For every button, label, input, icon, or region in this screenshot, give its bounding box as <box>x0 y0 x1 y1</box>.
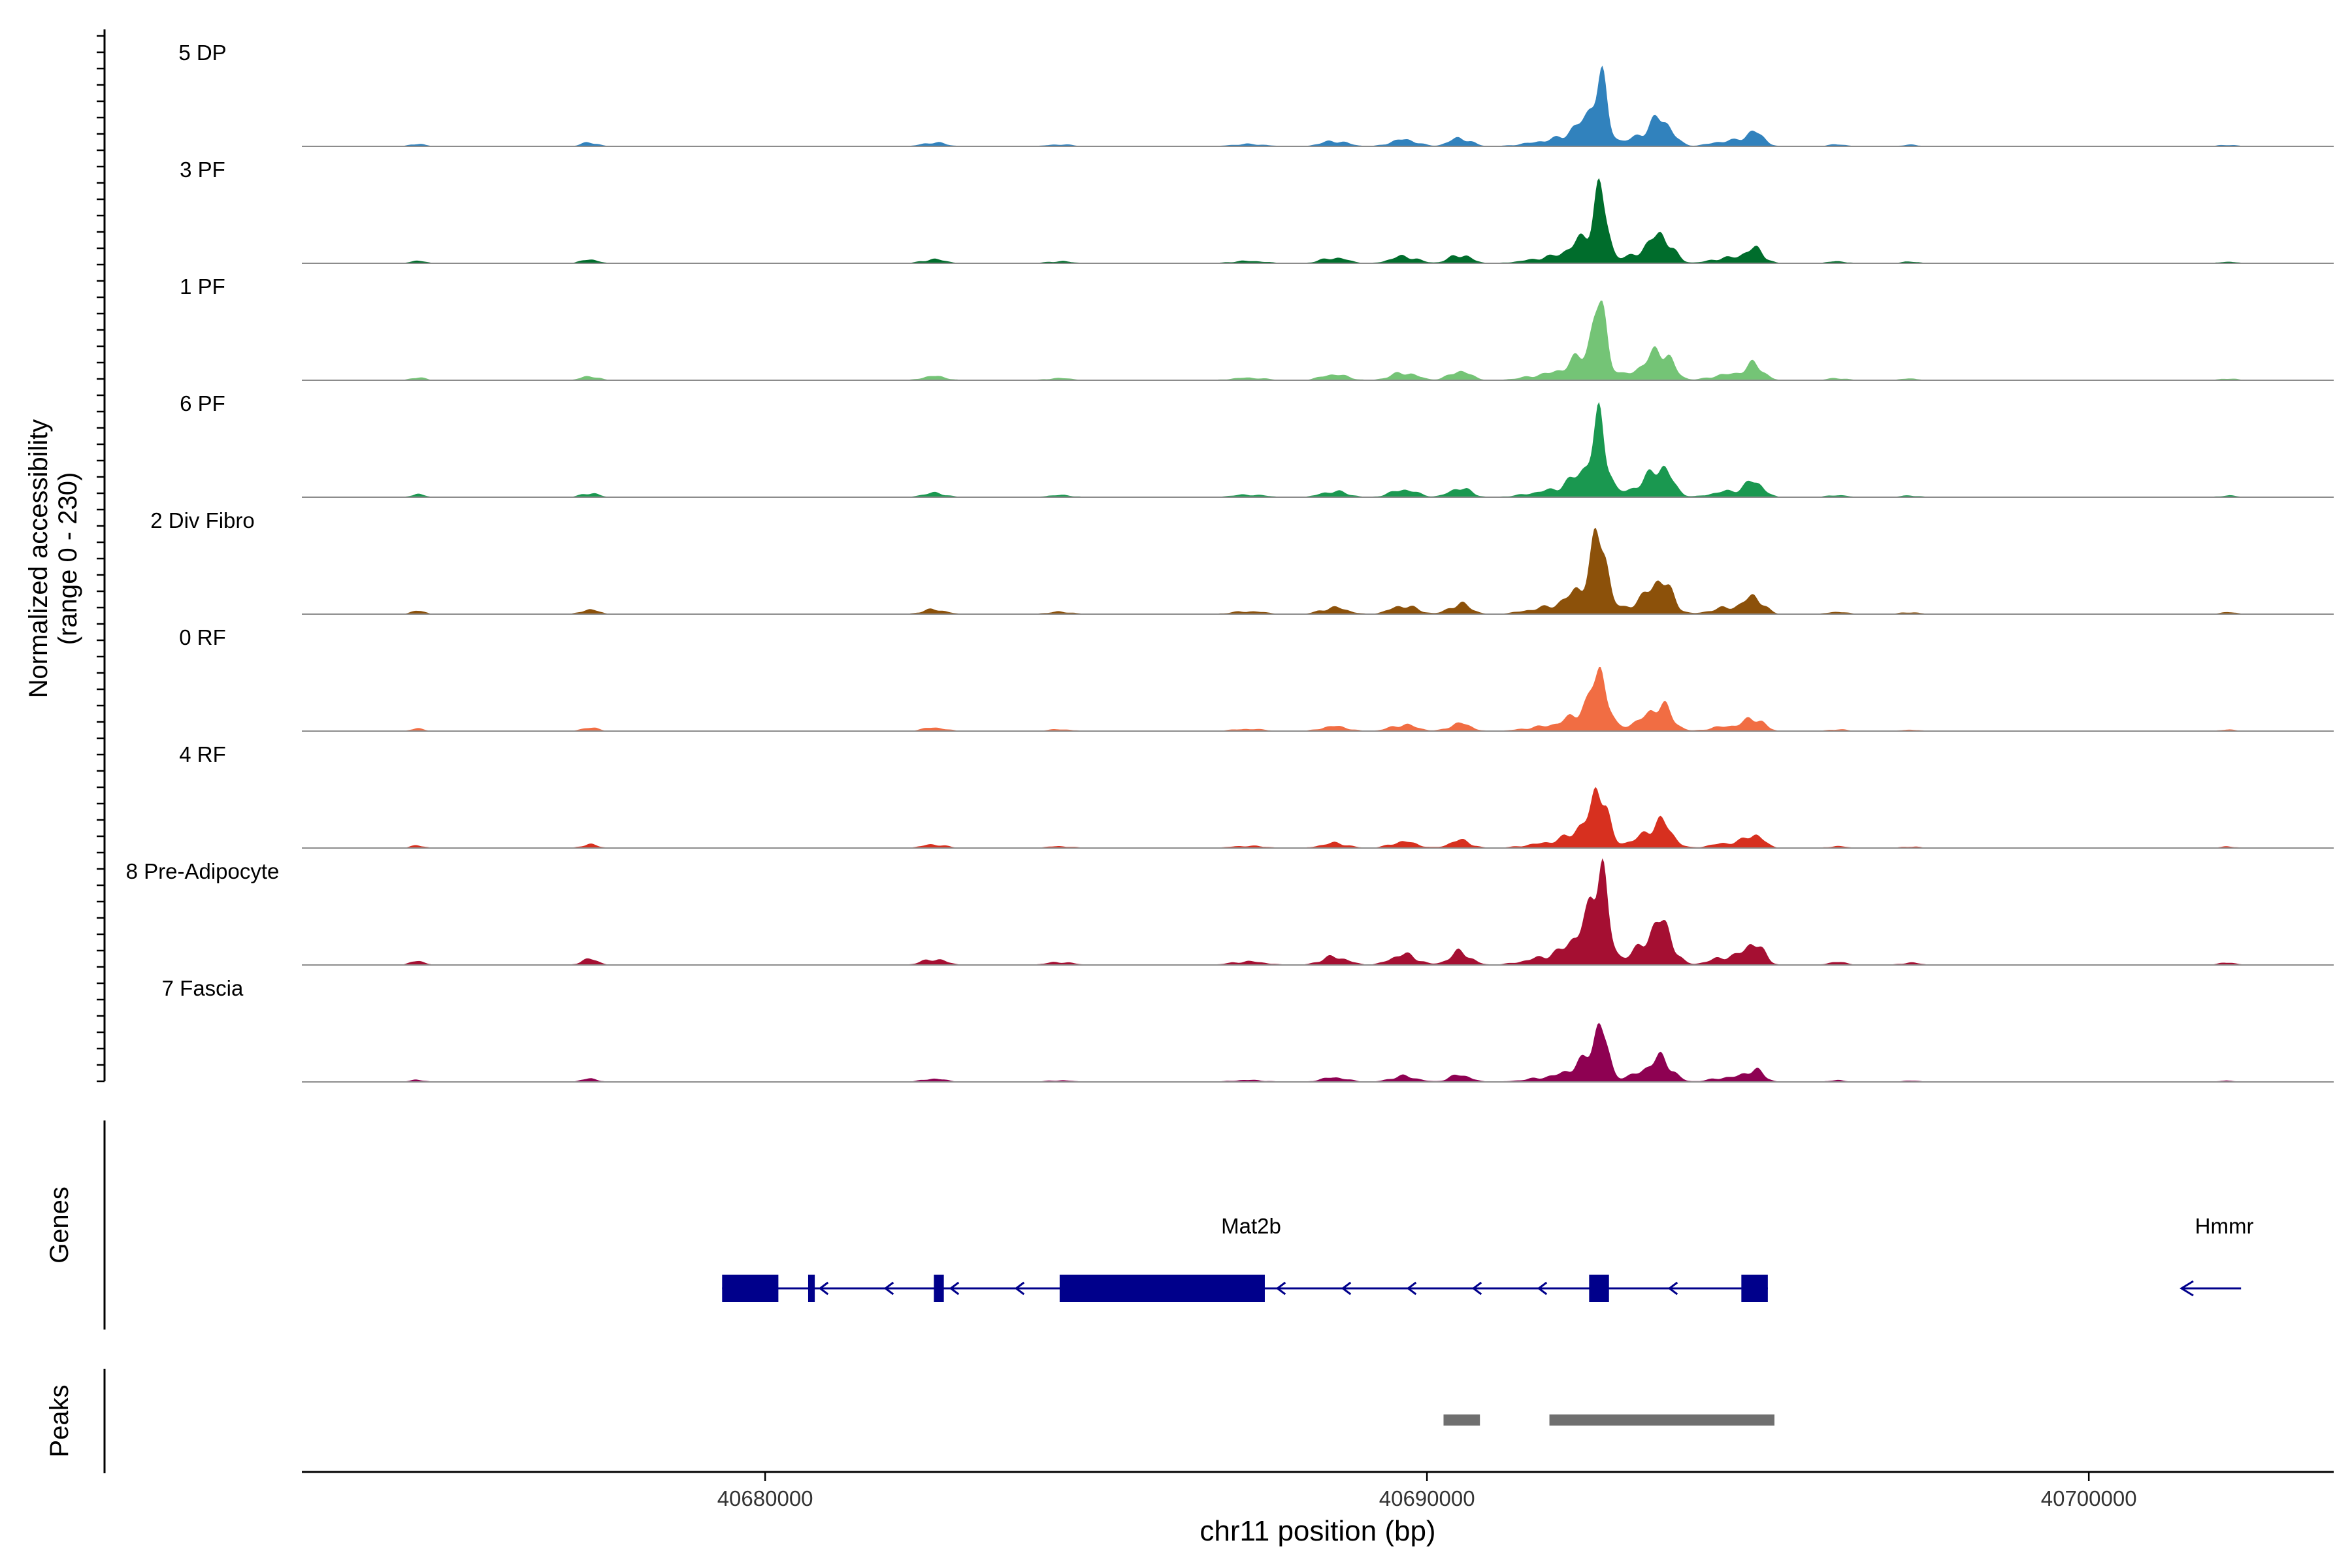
peak-region <box>1549 1414 1774 1426</box>
gene-exon <box>934 1275 944 1302</box>
peak-region <box>1443 1414 1480 1426</box>
y-axis-label-line2: (range 0 - 230) <box>54 472 82 645</box>
y-axis <box>97 29 106 1083</box>
track-label: 1 PF <box>180 274 225 299</box>
track-6-pf: 6 PF <box>180 391 2334 498</box>
gene-name-label: Hmmr <box>2195 1214 2254 1238</box>
track-7-fascia: 7 Fascia <box>162 976 2334 1083</box>
gene-track: Mat2b Hmmr <box>722 1214 2253 1302</box>
track-label: 3 PF <box>180 157 225 182</box>
x-tick-label: 40690000 <box>1379 1486 1475 1511</box>
track-0-rf: 0 RF <box>179 625 2334 732</box>
strand-arrow <box>1471 1281 1482 1296</box>
strand-arrow <box>883 1281 894 1296</box>
track-label: 4 RF <box>179 742 226 766</box>
strand-arrow <box>1341 1281 1352 1296</box>
track-1-pf: 1 PF <box>180 274 2334 381</box>
gene-exon <box>1059 1275 1265 1302</box>
track-4-rf: 4 RF <box>179 742 2334 849</box>
gene-exon <box>1741 1275 1768 1302</box>
accessibility-tracks: 5 DP 3 PF 1 PF 6 PF 2 Div Fibro 0 RF 4 RF 8 Pre… <box>126 41 2334 1083</box>
x-tick-label: 40700000 <box>2041 1486 2137 1511</box>
strand-arrow <box>1014 1281 1025 1296</box>
x-axis-title: chr11 position (bp) <box>1200 1515 1435 1547</box>
peaks-track-label: Peaks <box>45 1384 74 1457</box>
gene-exon <box>722 1275 779 1302</box>
track-label: 6 PF <box>180 391 225 416</box>
peak-track <box>1443 1414 1774 1426</box>
track-2-div-fibro: 2 Div Fibro <box>150 508 2334 615</box>
track-label: 0 RF <box>179 625 226 649</box>
genes-track-label: Genes <box>45 1186 74 1264</box>
gene-exon <box>808 1275 815 1302</box>
x-tick-label: 40680000 <box>717 1486 813 1511</box>
gene-mat2b: Mat2b <box>722 1214 1768 1302</box>
gene-exon <box>1589 1275 1609 1302</box>
track-5-dp: 5 DP <box>178 41 2334 147</box>
strand-arrow <box>1667 1281 1678 1296</box>
track-3-pf: 3 PF <box>180 157 2334 264</box>
strand-arrow <box>1537 1281 1548 1296</box>
gene-name-label: Mat2b <box>1221 1214 1281 1238</box>
y-axis-label-line1: Normalized accessibility <box>24 419 53 698</box>
track-label: 5 DP <box>178 41 226 65</box>
gene-hmmr: Hmmr <box>2180 1214 2254 1297</box>
strand-arrow <box>2180 1280 2194 1297</box>
strand-arrow <box>1275 1281 1286 1296</box>
strand-arrow <box>818 1281 829 1296</box>
track-label: 8 Pre-Adipocyte <box>126 859 280 883</box>
track-8-pre-adipocyte: 8 Pre-Adipocyte <box>126 858 2334 966</box>
strand-arrow <box>949 1281 960 1296</box>
strand-arrow <box>1406 1281 1417 1296</box>
track-label: 7 Fascia <box>162 976 244 1000</box>
x-axis: 40680000 40690000 40700000 <box>717 1472 2137 1511</box>
track-label: 2 Div Fibro <box>150 508 255 532</box>
